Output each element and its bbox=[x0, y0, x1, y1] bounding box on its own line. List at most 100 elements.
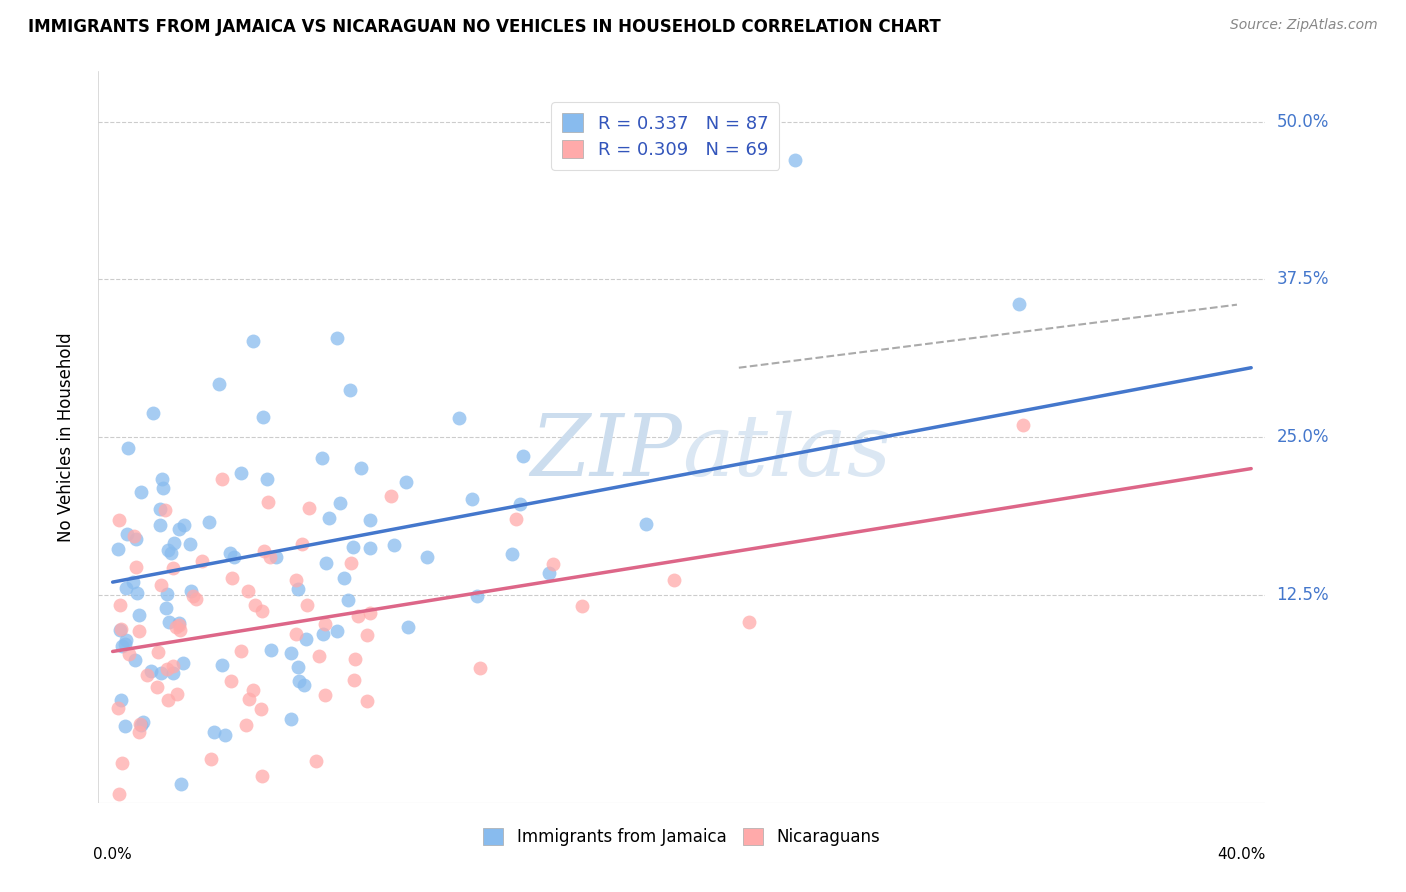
Point bbox=[314, 688, 336, 702]
Point bbox=[155, 601, 177, 615]
Point bbox=[124, 532, 146, 546]
Point bbox=[664, 573, 686, 587]
Point bbox=[167, 522, 190, 536]
Point bbox=[214, 728, 236, 742]
Point bbox=[298, 501, 321, 516]
Point bbox=[208, 376, 231, 391]
Point bbox=[115, 581, 138, 595]
Point bbox=[465, 590, 488, 604]
Point bbox=[284, 627, 307, 641]
Point bbox=[169, 805, 191, 819]
Point bbox=[235, 717, 257, 731]
Point bbox=[162, 659, 184, 673]
Point bbox=[738, 615, 761, 630]
Point bbox=[326, 331, 349, 345]
Point bbox=[447, 410, 470, 425]
Point bbox=[541, 558, 564, 572]
Point bbox=[150, 472, 173, 486]
Point bbox=[169, 777, 191, 791]
Point bbox=[295, 632, 318, 647]
Point bbox=[125, 560, 148, 574]
Point bbox=[359, 513, 381, 527]
Y-axis label: No Vehicles in Household: No Vehicles in Household bbox=[56, 332, 75, 542]
Point bbox=[128, 725, 150, 739]
Point bbox=[318, 511, 340, 525]
Point bbox=[152, 481, 174, 495]
Point bbox=[340, 556, 363, 570]
Point bbox=[243, 598, 266, 612]
Point bbox=[166, 687, 188, 701]
Point bbox=[468, 661, 491, 675]
Point bbox=[571, 599, 593, 614]
Point bbox=[380, 489, 402, 503]
Point bbox=[110, 693, 132, 707]
Text: 40.0%: 40.0% bbox=[1218, 847, 1265, 862]
Point bbox=[211, 657, 233, 672]
Point bbox=[311, 450, 333, 465]
Point bbox=[128, 608, 150, 623]
Point bbox=[110, 623, 132, 637]
Point bbox=[461, 491, 484, 506]
Point bbox=[238, 692, 260, 706]
Point bbox=[124, 653, 146, 667]
Point bbox=[167, 617, 190, 632]
Point bbox=[343, 673, 366, 688]
Point bbox=[336, 592, 359, 607]
Text: ZIP: ZIP bbox=[530, 410, 682, 493]
Point bbox=[342, 540, 364, 554]
Point bbox=[280, 646, 302, 660]
Point bbox=[149, 517, 172, 532]
Point bbox=[122, 529, 145, 543]
Point bbox=[395, 475, 418, 489]
Point bbox=[110, 622, 132, 636]
Point bbox=[145, 680, 167, 694]
Point bbox=[285, 573, 308, 587]
Point bbox=[512, 449, 534, 463]
Point bbox=[326, 624, 349, 638]
Point bbox=[107, 513, 129, 527]
Text: 37.5%: 37.5% bbox=[1277, 270, 1329, 288]
Point bbox=[172, 656, 194, 670]
Point bbox=[287, 582, 309, 597]
Point bbox=[259, 549, 281, 564]
Point bbox=[132, 715, 155, 730]
Point bbox=[191, 554, 214, 568]
Text: 25.0%: 25.0% bbox=[1277, 428, 1329, 446]
Point bbox=[157, 615, 180, 629]
Point bbox=[287, 673, 309, 688]
Point bbox=[415, 550, 437, 565]
Point bbox=[221, 571, 243, 585]
Point bbox=[125, 586, 148, 600]
Legend: Immigrants from Jamaica, Nicaraguans: Immigrants from Jamaica, Nicaraguans bbox=[477, 822, 887, 853]
Point bbox=[359, 606, 381, 620]
Point bbox=[181, 589, 204, 603]
Point bbox=[1008, 297, 1031, 311]
Point bbox=[356, 694, 378, 708]
Point bbox=[107, 701, 129, 715]
Point bbox=[156, 693, 179, 707]
Point bbox=[256, 472, 278, 486]
Point bbox=[117, 527, 139, 541]
Point bbox=[250, 769, 273, 783]
Point bbox=[222, 550, 245, 565]
Point bbox=[129, 717, 152, 731]
Point bbox=[505, 512, 527, 526]
Point bbox=[501, 547, 523, 561]
Point bbox=[165, 620, 187, 634]
Point bbox=[219, 674, 242, 689]
Point bbox=[308, 649, 330, 664]
Point bbox=[396, 620, 419, 634]
Point bbox=[250, 604, 273, 618]
Point bbox=[202, 725, 225, 739]
Point bbox=[150, 665, 173, 680]
Point bbox=[167, 615, 190, 630]
Point bbox=[250, 702, 273, 716]
Point bbox=[312, 627, 335, 641]
Point bbox=[236, 583, 259, 598]
Point bbox=[169, 623, 191, 637]
Point bbox=[537, 566, 560, 581]
Point bbox=[347, 609, 370, 624]
Point bbox=[314, 616, 336, 631]
Point bbox=[149, 502, 172, 516]
Point bbox=[257, 494, 280, 508]
